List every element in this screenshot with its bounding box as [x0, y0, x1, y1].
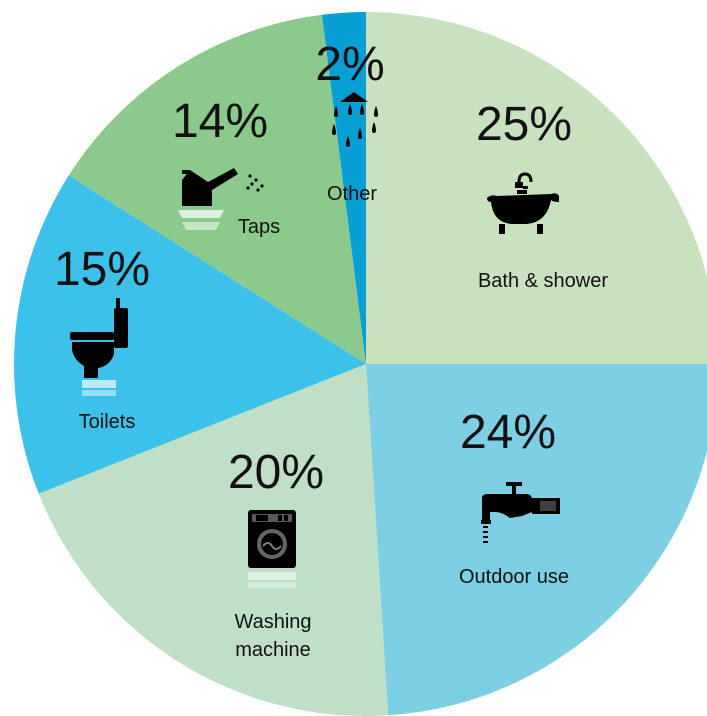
- pie-icons: [70, 92, 560, 588]
- slice-label-taps: Taps: [238, 216, 280, 238]
- data-label-taps: 14%: [172, 95, 268, 148]
- slice-label-bath-and-shower: Bath & shower: [478, 270, 608, 292]
- slice-label-toilets: Toilets: [79, 411, 136, 433]
- data-label-outdoor-use: 24%: [460, 406, 556, 459]
- pie-slice-washing-machine: [38, 364, 389, 716]
- shower-drops-icon: [332, 92, 378, 147]
- data-label-toilets: 15%: [54, 243, 150, 296]
- slice-label-other: Other: [327, 183, 377, 205]
- pie-slice-outdoor-use: [366, 364, 707, 716]
- pie-slices: [14, 12, 707, 716]
- bathtub-icon: [487, 172, 559, 234]
- pie-labels: 25% Bath & shower 24% Outdoor use 20% Washing…: [54, 38, 608, 661]
- data-label-bath-and-shower: 25%: [476, 98, 572, 151]
- pie-slice-bath-and-shower: [366, 12, 707, 364]
- outdoor-tap-icon: [481, 482, 560, 543]
- data-label-other: 2%: [315, 38, 384, 91]
- pie-slice-toilets: [14, 175, 366, 494]
- data-label-washing-machine: 20%: [228, 446, 324, 499]
- slice-label-washing-machine: machine: [235, 639, 311, 661]
- washing-machine-icon: [248, 510, 296, 588]
- slice-label-outdoor-use: Outdoor use: [459, 566, 569, 588]
- tap-icon: [178, 168, 264, 230]
- pie-slice-taps: [68, 14, 367, 365]
- slice-label-washing-machine: Washing: [234, 611, 311, 633]
- toilet-icon: [70, 298, 128, 396]
